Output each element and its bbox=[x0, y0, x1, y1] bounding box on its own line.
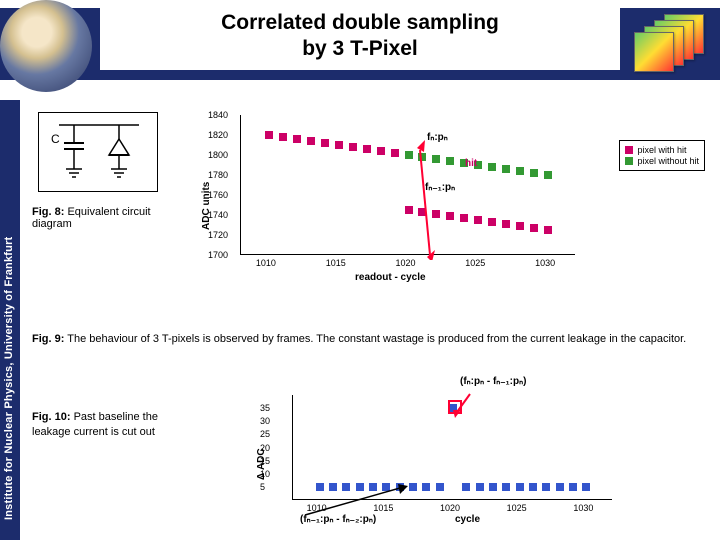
data-point bbox=[265, 131, 273, 139]
data-point bbox=[544, 171, 552, 179]
data-point bbox=[502, 483, 510, 491]
fig10-label: Fig. 10: bbox=[32, 411, 71, 423]
fig8-label: Fig. 8: bbox=[32, 206, 64, 218]
data-point bbox=[582, 483, 590, 491]
annot-hit: hit bbox=[465, 158, 477, 169]
data-point bbox=[489, 483, 497, 491]
chart-delta-adc: (fₙ:pₙ - fₙ₋₁:pₙ) Δ ADC cycle (fₙ₋₁:pₙ -… bbox=[250, 380, 650, 530]
data-point bbox=[516, 167, 524, 175]
data-point bbox=[335, 141, 343, 149]
side-text: Institute for Nuclear Physics, Universit… bbox=[3, 237, 15, 520]
legend-item: pixel without hit bbox=[625, 156, 699, 166]
svg-text:C: C bbox=[51, 132, 60, 146]
data-point bbox=[476, 483, 484, 491]
data-point bbox=[530, 224, 538, 232]
circuit-diagram: C bbox=[38, 112, 158, 192]
fig9-label: Fig. 9: bbox=[32, 333, 64, 345]
data-point bbox=[460, 214, 468, 222]
legend-label: pixel without hit bbox=[637, 156, 699, 166]
data-point bbox=[530, 169, 538, 177]
data-point bbox=[488, 218, 496, 226]
data-point bbox=[474, 216, 482, 224]
data-point bbox=[321, 139, 329, 147]
chart1-ylabel: ADC units bbox=[201, 182, 212, 230]
data-point bbox=[516, 222, 524, 230]
data-point bbox=[569, 483, 577, 491]
data-point bbox=[529, 483, 537, 491]
fig10-caption: Fig. 10: Past baseline the leakage curre… bbox=[32, 410, 192, 440]
chart2-xlabel: cycle bbox=[455, 514, 480, 525]
data-point bbox=[544, 226, 552, 234]
data-point bbox=[377, 147, 385, 155]
data-point bbox=[293, 135, 301, 143]
data-point bbox=[279, 133, 287, 141]
data-point bbox=[307, 137, 315, 145]
data-point bbox=[349, 143, 357, 151]
title-line1: Correlated double sampling bbox=[221, 11, 499, 34]
data-point bbox=[502, 220, 510, 228]
chart-adc-units: ADC units readout - cycle pixel with hit… bbox=[195, 110, 625, 285]
annot-top: (fₙ:pₙ - fₙ₋₁:pₙ) bbox=[460, 376, 526, 387]
chart1-xlabel: readout - cycle bbox=[355, 272, 426, 283]
data-point bbox=[422, 483, 430, 491]
data-point bbox=[556, 483, 564, 491]
data-point bbox=[488, 163, 496, 171]
fig9-caption: Fig. 9: The behaviour of 3 T-pixels is o… bbox=[32, 332, 702, 347]
legend-label: pixel with hit bbox=[637, 145, 686, 155]
chart1-legend: pixel with hit pixel without hit bbox=[619, 140, 705, 171]
thumb-stack bbox=[624, 10, 714, 74]
baseline-arrow bbox=[300, 480, 420, 520]
data-point bbox=[363, 145, 371, 153]
data-point bbox=[542, 483, 550, 491]
hit-arrow bbox=[390, 140, 450, 260]
data-point bbox=[516, 483, 524, 491]
data-point bbox=[462, 483, 470, 491]
data-point bbox=[436, 483, 444, 491]
fig9-text: The behaviour of 3 T-pixels is observed … bbox=[67, 333, 686, 345]
title-line2: by 3 T-Pixel bbox=[302, 37, 418, 60]
fig8-caption: Fig. 8: Equivalent circuit diagram bbox=[32, 206, 182, 230]
legend-item: pixel with hit bbox=[625, 145, 699, 155]
page-title: Correlated double sampling by 3 T-Pixel bbox=[130, 10, 590, 63]
portrait-logo bbox=[0, 0, 92, 92]
peak-highlight-box bbox=[448, 400, 462, 414]
data-point bbox=[502, 165, 510, 173]
